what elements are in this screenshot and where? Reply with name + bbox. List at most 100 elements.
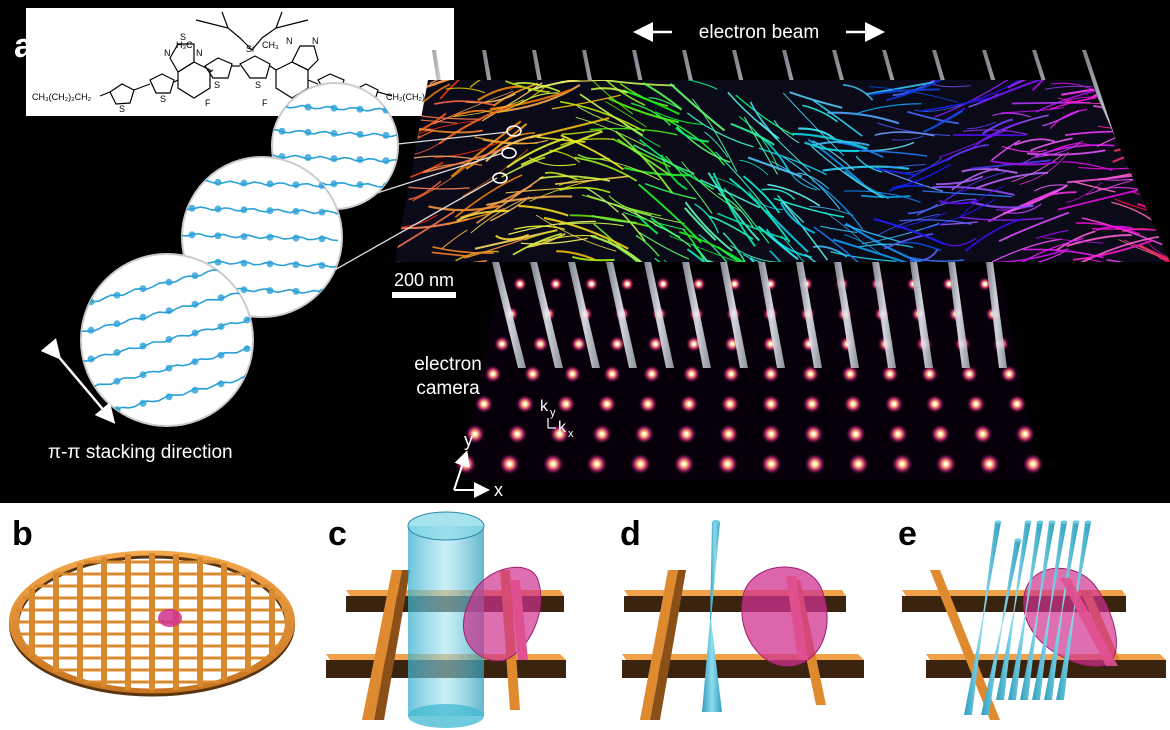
streamline — [715, 151, 774, 218]
streamline — [560, 138, 615, 146]
central-beam-spot — [684, 432, 689, 436]
central-beam-spot — [661, 282, 665, 286]
electron-beam-lower — [796, 262, 822, 368]
polymer-unit — [87, 355, 95, 363]
streamline — [477, 85, 522, 102]
streamline — [1011, 154, 1063, 183]
panel-c-label: c — [328, 515, 347, 553]
streamline — [813, 99, 863, 137]
streamline — [914, 103, 964, 112]
central-beam-spot — [927, 372, 932, 376]
polymer-unit — [87, 326, 95, 334]
streamline — [608, 195, 652, 216]
streamline — [832, 238, 911, 262]
streamline — [940, 171, 1006, 205]
vertical-bar-front — [510, 580, 528, 660]
streamline — [474, 136, 538, 144]
beam-top — [1060, 520, 1068, 524]
streamline — [1075, 222, 1141, 235]
kx-subscript: x — [568, 428, 574, 440]
scanning-electron-beam — [981, 540, 1021, 715]
beam-top — [1072, 520, 1080, 524]
polymer-unit — [243, 316, 251, 324]
streamline — [998, 211, 1070, 243]
electron-beam-lower — [492, 262, 526, 368]
streamline — [495, 233, 530, 241]
polymer-unit — [214, 205, 222, 213]
polymer-unit — [330, 129, 338, 137]
streamline — [422, 145, 510, 174]
streamline — [1026, 149, 1106, 156]
streamline — [959, 216, 1044, 221]
streamline — [738, 116, 780, 171]
streamline — [717, 212, 788, 241]
streamline — [707, 172, 760, 242]
electron-beam-lower — [530, 262, 563, 368]
streamline — [874, 131, 935, 137]
streamline — [558, 222, 624, 227]
streamline — [412, 163, 470, 202]
polymer-unit — [217, 323, 225, 330]
polymer-unit — [214, 258, 222, 266]
streamline — [922, 190, 1012, 198]
streamline — [961, 168, 1018, 174]
streamline — [470, 197, 527, 234]
focused-electron-beam — [702, 520, 722, 712]
polymer-unit — [113, 349, 121, 356]
streamline — [1072, 239, 1154, 261]
central-beam-spot — [1007, 372, 1011, 376]
streamline — [1057, 189, 1138, 211]
streamline — [978, 80, 1060, 105]
orientation-map-sheet — [395, 80, 1170, 262]
streamline — [535, 214, 617, 252]
streamline — [960, 185, 1005, 217]
axis-arrow-icon — [453, 450, 470, 491]
streamline — [792, 132, 868, 150]
streamline — [1053, 143, 1092, 151]
streamline — [434, 141, 502, 159]
streamline — [907, 256, 965, 262]
central-beam-spot — [730, 342, 735, 346]
streamline — [600, 158, 660, 181]
central-beam-spot — [900, 462, 904, 466]
streamline — [966, 121, 997, 129]
streamline — [408, 180, 442, 201]
beam-top — [1048, 520, 1056, 524]
streamline — [516, 92, 559, 106]
streamline — [820, 225, 858, 234]
camera-label-line1: electron — [414, 354, 482, 375]
molecule-atom-n2: N — [196, 48, 203, 58]
polymer-unit — [266, 260, 274, 268]
central-beam-spot — [944, 462, 948, 466]
zoom-marker-3 — [492, 172, 508, 184]
streamline — [743, 116, 779, 175]
polymer-unit — [304, 128, 312, 136]
streamline — [773, 119, 800, 144]
electron-beam-lower — [986, 262, 1007, 368]
stacking-direction-label: π-π stacking direction — [48, 442, 233, 463]
streamline — [454, 174, 523, 218]
streamline — [870, 88, 941, 96]
streamline — [423, 163, 482, 172]
central-beam-spot — [810, 402, 814, 406]
polymer-chain — [182, 233, 339, 242]
streamline — [1001, 145, 1047, 153]
zoom-callouts — [80, 82, 522, 427]
central-beam-spot — [615, 342, 619, 346]
streamline — [586, 194, 662, 229]
streamline — [899, 219, 972, 225]
polymer-unit — [191, 300, 199, 308]
streamline — [811, 179, 863, 230]
scanning-electron-beam — [964, 522, 1001, 715]
polymer-unit — [243, 345, 251, 353]
streamline — [433, 90, 514, 125]
streamline — [559, 100, 645, 133]
streamline — [453, 99, 524, 117]
streamline — [1080, 235, 1161, 262]
streamline — [454, 109, 496, 117]
streamline — [497, 84, 581, 113]
streamline — [730, 245, 781, 262]
streamline — [938, 129, 1007, 158]
molecule-methyl-left: H₃C — [176, 40, 193, 50]
molecule-right-chain: CH₂(CH₂)₄CH₃ — [386, 92, 446, 102]
